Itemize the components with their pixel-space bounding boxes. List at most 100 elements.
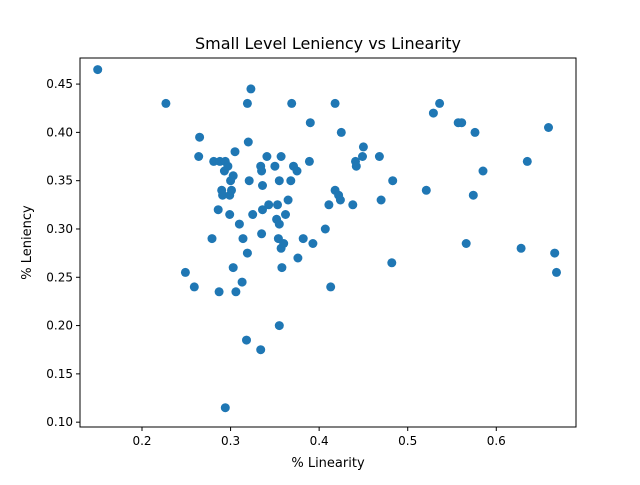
data-point: [388, 176, 398, 186]
data-point: [286, 176, 296, 186]
data-point: [274, 176, 284, 186]
points-layer: [93, 65, 561, 413]
data-point: [243, 137, 253, 147]
data-point: [223, 161, 233, 171]
data-point: [242, 98, 252, 108]
data-point: [292, 166, 302, 176]
data-point: [218, 190, 228, 200]
data-point: [421, 185, 431, 195]
data-point: [256, 161, 266, 171]
data-point: [308, 239, 318, 248]
data-point: [287, 98, 297, 108]
data-point: [274, 219, 284, 229]
data-point: [298, 234, 308, 244]
data-point: [468, 190, 478, 200]
data-point: [230, 147, 240, 157]
data-point: [258, 205, 267, 215]
data-point: [387, 258, 397, 268]
data-point: [335, 195, 345, 205]
data-point: [228, 171, 238, 181]
data-point: [283, 195, 293, 205]
y-tick-label: 0.40: [46, 125, 73, 139]
data-point: [374, 152, 384, 161]
x-axis-ticks: 0.2 0.3 0.4 0.5 0.6: [132, 427, 506, 448]
data-point: [478, 166, 488, 176]
data-point: [320, 224, 330, 234]
data-point: [257, 229, 267, 239]
data-point: [195, 132, 205, 142]
data-point: [220, 403, 230, 413]
data-point: [435, 98, 445, 108]
x-tick-label: 0.3: [221, 434, 240, 448]
data-point: [351, 161, 361, 171]
data-point: [273, 200, 282, 210]
data-point: [258, 181, 267, 190]
data-point: [376, 195, 386, 205]
data-point: [207, 234, 217, 244]
chart-title: Small Level Leniency vs Linearity: [195, 34, 461, 53]
data-point: [264, 200, 274, 210]
data-point: [470, 127, 480, 137]
data-point: [225, 210, 235, 219]
data-point: [293, 253, 303, 263]
y-tick-label: 0.35: [46, 174, 73, 188]
data-point: [161, 98, 171, 108]
data-point: [552, 267, 561, 277]
data-point: [270, 161, 280, 171]
data-point: [227, 185, 236, 195]
y-tick-label: 0.10: [46, 415, 73, 429]
data-point: [262, 152, 272, 161]
x-tick-label: 0.2: [132, 434, 151, 448]
data-point: [228, 263, 238, 273]
y-axis-ticks: 0.10 0.15 0.20 0.25 0.30 0.35 0.40 0.45: [46, 77, 80, 429]
y-tick-label: 0.45: [46, 77, 73, 91]
data-point: [242, 335, 251, 345]
data-point: [189, 282, 199, 292]
data-point: [457, 118, 467, 128]
data-point: [234, 219, 244, 229]
data-point: [550, 248, 560, 258]
x-tick-label: 0.6: [487, 434, 506, 448]
data-point: [180, 267, 190, 277]
data-point: [358, 142, 368, 152]
y-tick-label: 0.30: [46, 222, 73, 236]
y-tick-label: 0.20: [46, 319, 73, 333]
data-point: [330, 98, 340, 108]
data-point: [231, 287, 241, 297]
y-tick-label: 0.25: [46, 270, 73, 284]
data-point: [324, 200, 334, 210]
data-point: [93, 65, 103, 75]
data-point: [348, 200, 358, 210]
data-point: [256, 345, 266, 355]
data-point: [277, 263, 287, 273]
data-point: [279, 239, 289, 248]
data-point: [516, 243, 526, 253]
data-point: [276, 152, 286, 161]
data-point: [242, 248, 252, 258]
data-point: [281, 210, 290, 219]
data-point: [358, 152, 367, 161]
data-point: [522, 156, 532, 166]
data-point: [209, 156, 219, 166]
x-tick-label: 0.5: [398, 434, 417, 448]
x-axis-label: % Linearity: [291, 456, 365, 471]
data-point: [461, 239, 471, 248]
data-point: [336, 127, 346, 137]
data-point: [244, 176, 254, 186]
data-point: [214, 287, 224, 297]
data-point: [326, 282, 336, 292]
x-tick-label: 0.4: [310, 434, 329, 448]
data-point: [237, 277, 247, 287]
data-point: [305, 118, 315, 128]
y-tick-label: 0.15: [46, 367, 73, 381]
data-point: [194, 152, 204, 161]
data-point: [274, 321, 284, 331]
data-point: [248, 210, 258, 219]
data-point: [213, 205, 223, 215]
data-point: [544, 123, 553, 132]
data-point: [428, 108, 438, 118]
data-point: [238, 234, 248, 244]
y-axis-label: % Leniency: [20, 205, 35, 280]
